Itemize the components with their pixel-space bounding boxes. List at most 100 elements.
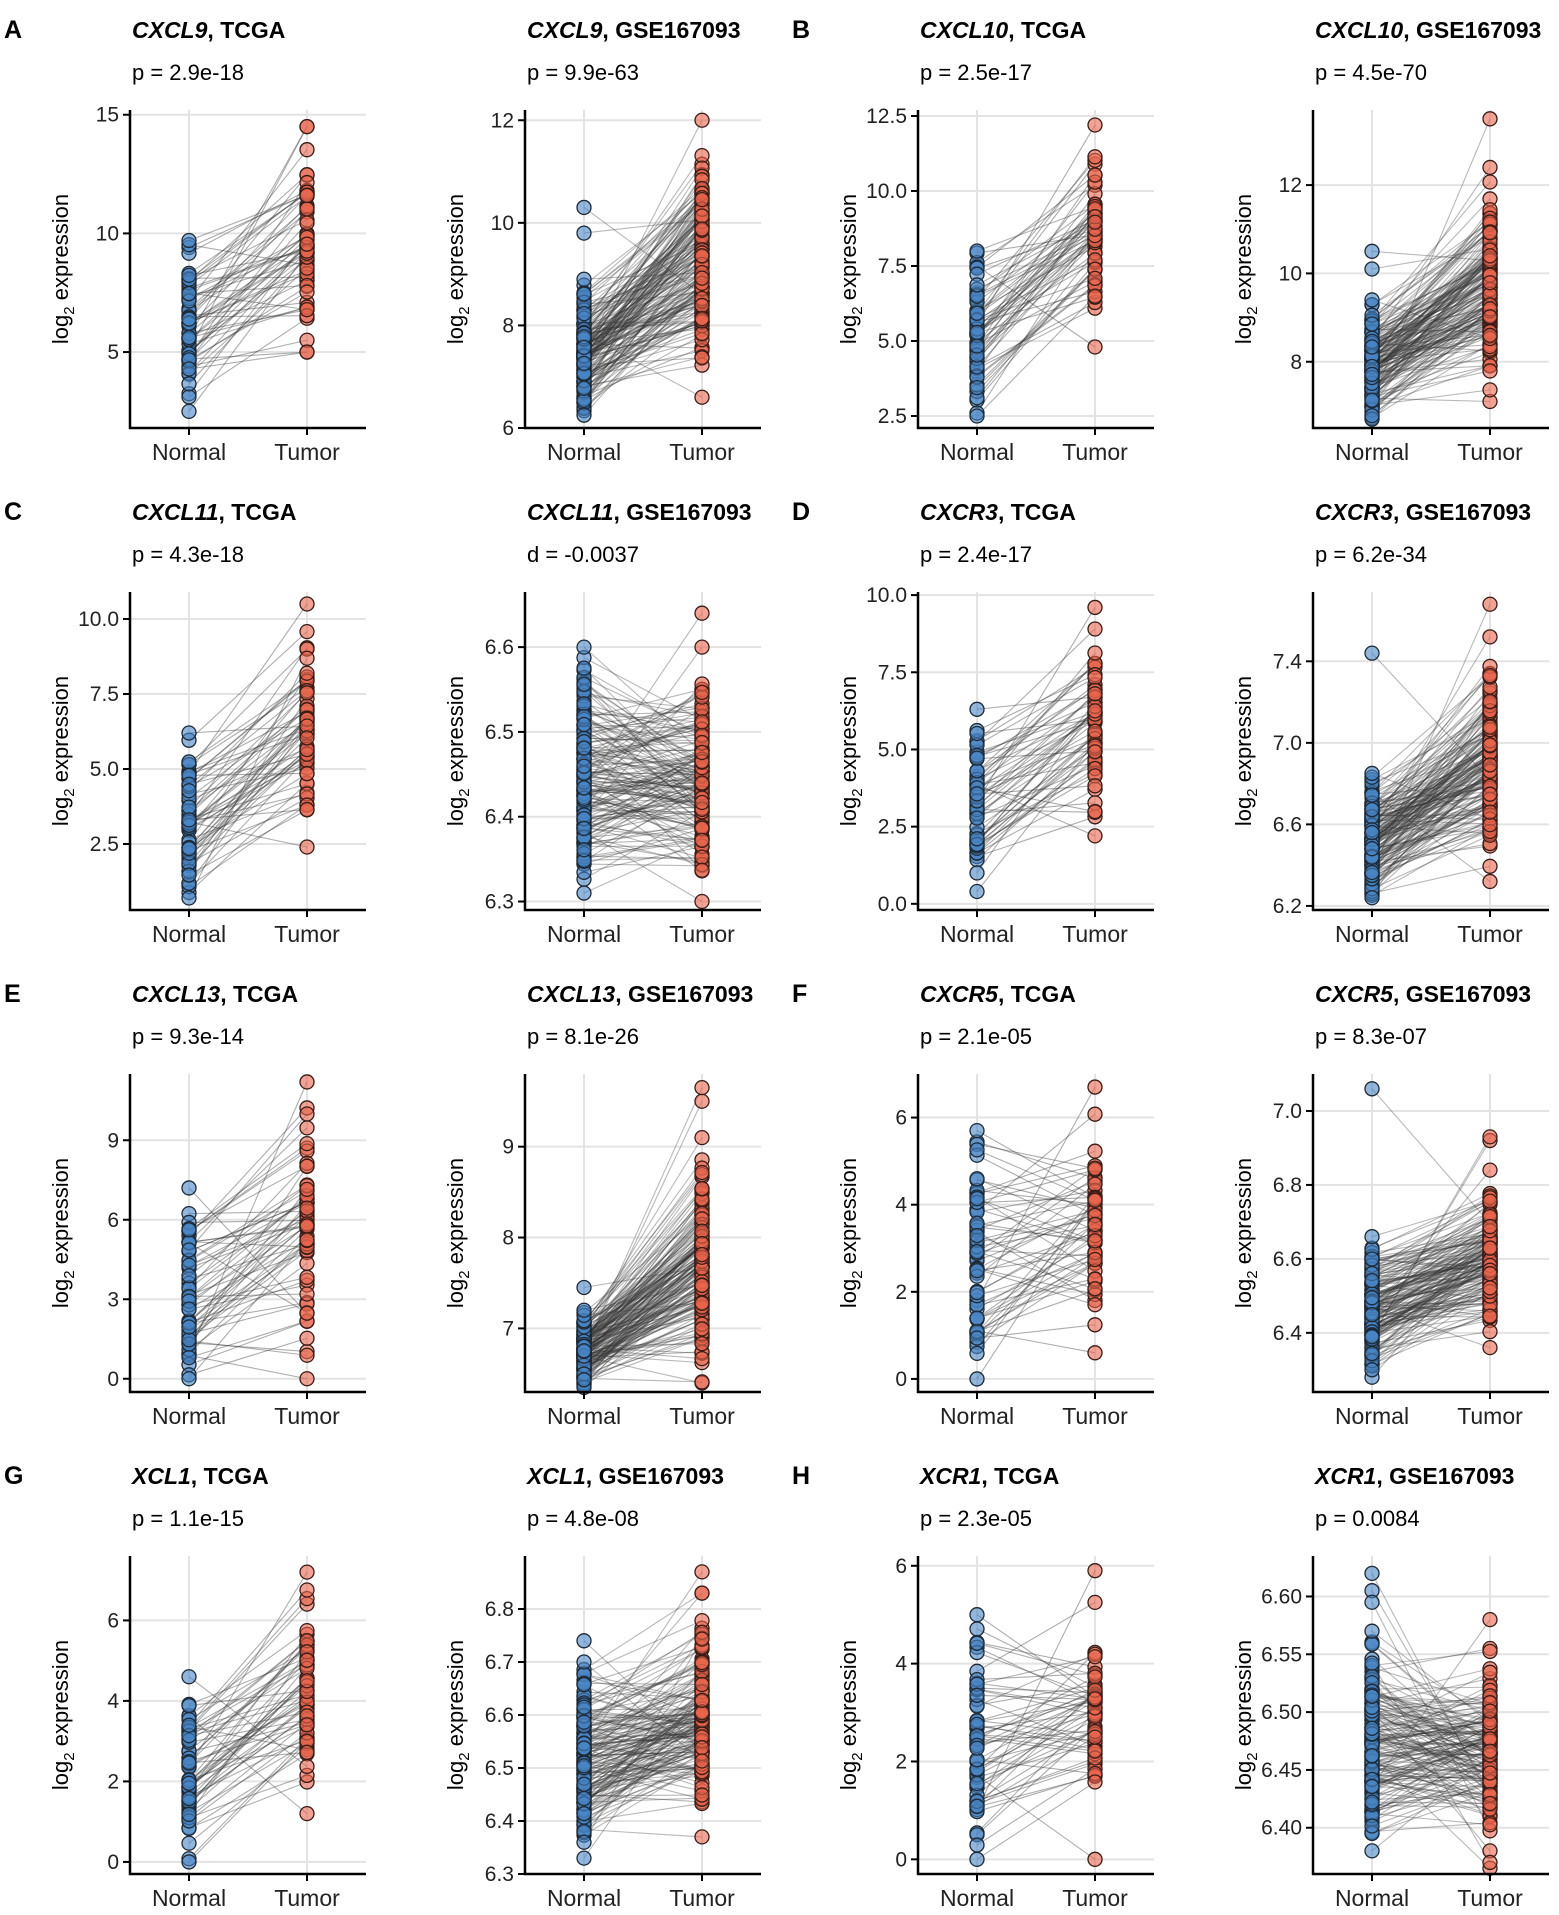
pair-line — [977, 1325, 1095, 1338]
panel-title-gene: CXCR3 — [920, 499, 998, 525]
normal-point — [182, 268, 196, 282]
panel-stat: p = 6.2e-34 — [1315, 542, 1427, 567]
normal-point — [182, 330, 196, 344]
pair-lines — [189, 1082, 307, 1379]
panel-title-gene: XCL1 — [130, 1463, 191, 1489]
panel-title-gene: CXCL13 — [527, 981, 615, 1007]
panel-title: CXCR3, TCGA — [920, 499, 1076, 525]
y-tick-label: 10.0 — [78, 608, 119, 631]
panel-title-gene: XCL1 — [525, 1463, 586, 1489]
tumor-point — [1483, 720, 1497, 734]
tumor-point — [300, 143, 314, 157]
y-tick-label: 15 — [96, 104, 119, 127]
tumor-point — [1088, 271, 1102, 285]
y-tick-label: 7.5 — [878, 661, 907, 684]
tumor-point — [695, 795, 709, 809]
tumor-point — [1088, 805, 1102, 819]
normal-point — [577, 717, 591, 731]
y-tick-label: 10.0 — [866, 180, 907, 203]
panel-title: XCL1, GSE167093 — [525, 1463, 724, 1489]
y-axis-label-rest: expression — [443, 1158, 468, 1271]
normal-point — [577, 697, 591, 711]
tumor-point — [300, 1270, 314, 1284]
normal-point — [182, 404, 196, 418]
normal-point — [182, 755, 196, 769]
tumor-point — [695, 715, 709, 729]
panel-title-dataset: GSE167093 — [628, 981, 753, 1007]
tumor-point — [300, 188, 314, 202]
panel-title: CXCL13, TCGA — [132, 981, 298, 1007]
tumor-point — [695, 1094, 709, 1108]
x-tick-label-normal: Normal — [1335, 1403, 1409, 1429]
normal-point — [182, 1670, 196, 1684]
normal-point — [182, 1243, 196, 1257]
pair-line — [977, 1114, 1095, 1211]
tumor-point — [1088, 1144, 1102, 1158]
tumor-point — [300, 666, 314, 680]
panel-title-dataset: TCGA — [204, 1463, 269, 1489]
y-tick-label: 10 — [1279, 262, 1302, 285]
y-tick-label: 4 — [895, 1194, 907, 1217]
normal-point — [182, 1807, 196, 1821]
normal-point — [577, 307, 591, 321]
tumor-point — [695, 685, 709, 699]
normal-point — [970, 278, 984, 292]
pair-lines — [584, 1572, 702, 1858]
tumor-point — [1483, 1220, 1497, 1234]
normal-point — [970, 726, 984, 740]
tumor-point — [300, 625, 314, 639]
tumor-point — [695, 1131, 709, 1145]
normal-point — [577, 821, 591, 835]
tumor-point — [695, 1182, 709, 1196]
pair-lines — [1372, 604, 1490, 898]
y-axis-label-sub: 2 — [61, 1270, 78, 1278]
pair-lines — [977, 1087, 1095, 1379]
y-axis-label-sub: 2 — [456, 306, 473, 314]
normal-point — [182, 868, 196, 882]
x-tick-label-tumor: Tumor — [274, 1885, 340, 1910]
y-axis-label-log: log — [836, 797, 861, 826]
tumor-point — [300, 1348, 314, 1362]
normal-point — [577, 1303, 591, 1317]
panel-title-sep: , — [614, 499, 627, 525]
y-axis-label: log2 expression — [443, 676, 473, 826]
normal-point — [970, 764, 984, 778]
tumor-point — [1483, 1281, 1497, 1295]
pair-lines — [189, 1572, 307, 1862]
tumor-point — [300, 120, 314, 134]
pair-line — [189, 1321, 307, 1358]
x-tick-label-normal: Normal — [152, 439, 226, 465]
pair-line — [977, 773, 1095, 833]
panel-title: CXCL11, GSE167093 — [527, 499, 752, 525]
normal-point — [182, 1372, 196, 1386]
panel-title-dataset: TCGA — [1011, 499, 1076, 525]
x-tick-label-tumor: Tumor — [1062, 921, 1128, 947]
normal-point — [182, 800, 196, 814]
tumor-point — [1483, 276, 1497, 290]
y-tick-label: 5.0 — [90, 758, 119, 781]
x-tick-label-tumor: Tumor — [1062, 439, 1128, 465]
panel-title-gene: CXCL13 — [132, 981, 220, 1007]
tumor-point — [1088, 1346, 1102, 1360]
pair-line — [977, 723, 1095, 815]
tumor-point — [695, 850, 709, 864]
normal-point — [182, 1718, 196, 1732]
panel-title: CXCL11, TCGA — [132, 499, 296, 525]
y-tick-label: 6.5 — [485, 721, 514, 744]
panel-stat: p = 1.1e-15 — [132, 1506, 244, 1531]
tumor-point — [695, 209, 709, 223]
normal-point — [182, 813, 196, 827]
normal-point — [1365, 1308, 1379, 1322]
y-axis-label: log2 expression — [48, 676, 78, 826]
panel-title-dataset: TCGA — [220, 17, 285, 43]
tumor-point — [300, 285, 314, 299]
tumor-point — [695, 1375, 709, 1389]
tumor-point — [695, 271, 709, 285]
tumor-point — [695, 1166, 709, 1180]
normal-point — [577, 661, 591, 675]
pair-line — [584, 658, 702, 720]
panel-title-sep: , — [219, 499, 232, 525]
